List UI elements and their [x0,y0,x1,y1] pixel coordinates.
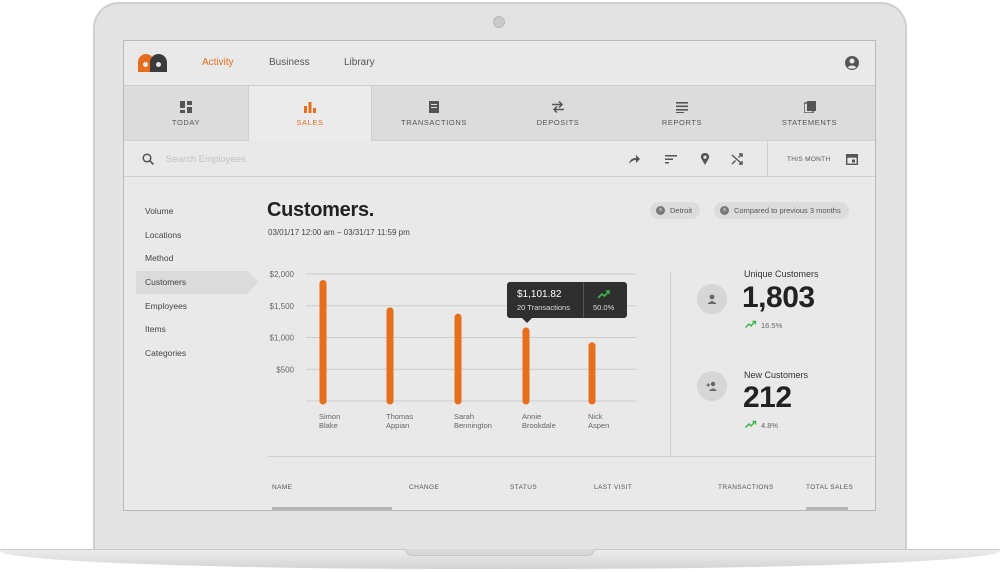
unique-customers-change: 16.5% [761,321,783,330]
trend-up-icon [745,420,757,428]
top-nav: Activity Business Library [124,41,875,85]
tooltip-value: $1,101.82 [517,289,562,300]
tab-label: DEPOSITS [536,118,580,127]
filter-chip-label: Compared to previous 3 months [734,206,841,215]
remove-filter-icon[interactable]: × [720,206,729,215]
nav-link-library[interactable]: Library [344,57,375,68]
laptop-notch [405,549,595,556]
x-tick-label: Brookdale [522,421,556,430]
column-header-last-visit[interactable]: LAST VISIT [594,484,633,491]
tab-label: TRANSACTIONS [401,118,467,127]
brand-logo[interactable] [138,53,168,73]
dashboard-icon [180,101,192,113]
section-tabs: TODAY SALES TRANSACTIONS DEPOSITS [124,85,875,141]
y-tick-label: $2,000 [270,270,295,279]
tab-deposits[interactable]: DEPOSITS [496,86,620,141]
sidebar-item-volume[interactable]: Volume [145,206,174,216]
location-pin-icon[interactable] [699,153,711,165]
camera-dot [493,16,505,28]
y-tick-label: $500 [276,365,294,374]
search-icon[interactable] [142,153,154,165]
table-row-cutoff [806,507,848,510]
unique-customers-label: Unique Customers [744,269,819,279]
documents-icon [803,101,816,113]
new-customers-label: New Customers [744,370,809,380]
tooltip-transactions: 20 Transactions [517,303,570,312]
list-icon [676,102,688,113]
new-customers-change: 4.8% [761,421,779,430]
x-tick-label: Simon [319,412,340,421]
trend-up-icon [597,290,610,299]
tab-statements[interactable]: STATEMENTS [744,86,875,141]
x-tick-label: Thomas [386,412,413,421]
add-user-icon [706,381,717,391]
column-header-transactions[interactable]: TRANSACTIONS [718,484,774,491]
tab-label: TODAY [171,118,201,127]
filter-chip-detroit[interactable]: × Detroit [650,202,701,219]
sidebar-item-items[interactable]: Items [145,324,166,334]
y-tick-label: $1,500 [270,302,295,311]
date-range: 03/01/17 12:00 am – 03/31/17 11:59 pm [268,228,410,237]
tab-label: REPORTS [661,118,703,127]
tooltip-change: 50.0% [593,303,615,312]
tooltip-divider [583,282,584,318]
filter-chip-comparison[interactable]: × Compared to previous 3 months [714,202,849,219]
period-selector[interactable]: THIS MONTH [787,156,831,163]
sidebar-item-employees[interactable]: Employees [145,301,188,311]
table-divider [268,456,875,457]
share-icon[interactable] [628,153,640,165]
table-row-cutoff [272,507,392,510]
tab-today[interactable]: TODAY [124,86,248,141]
unique-customers-value: 1,803 [742,281,815,314]
y-tick-label: $1,000 [270,334,295,343]
x-tick-label: Bennington [454,421,492,430]
tab-label: STATEMENTS [781,118,838,127]
remove-filter-icon[interactable]: × [656,206,665,215]
calendar-icon[interactable] [846,153,858,165]
tab-label: SALES [296,118,324,127]
sidebar-item-method[interactable]: Method [145,253,174,263]
stats-divider [670,271,671,456]
toolbar-divider [767,141,768,177]
swap-arrows-icon [552,101,564,113]
sidebar-item-customers[interactable]: Customers [136,271,258,294]
user-circle-icon[interactable] [844,55,860,71]
app-screen: Activity Business Library TODAY SALES [123,40,876,511]
tab-transactions[interactable]: TRANSACTIONS [372,86,496,141]
sidebar-item-locations[interactable]: Locations [145,230,182,240]
column-header-name[interactable]: NAME [272,484,293,491]
page-title: Customers. [267,199,375,221]
new-customers-value: 212 [743,381,792,414]
x-tick-label: Aspen [588,421,609,430]
shuffle-icon[interactable] [731,153,743,165]
x-tick-label: Blake [319,421,338,430]
bar-chart-icon [304,102,316,113]
stat-icon-circle [697,284,727,314]
search-input[interactable] [166,150,466,168]
x-tick-label: Nick [588,412,603,421]
column-header-total-sales[interactable]: TOTAL SALES [806,484,854,491]
x-tick-label: Annie [522,412,541,421]
stat-icon-circle [697,371,727,401]
filter-chip-label: Detroit [670,206,693,215]
x-tick-label: Sarah [454,412,474,421]
x-tick-label: Appian [386,421,409,430]
sort-icon[interactable] [665,153,677,165]
tab-sales[interactable]: SALES [248,86,372,141]
bar-tooltip: $1,101.82 20 Transactions 50.0% [507,282,627,323]
toolbar: THIS MONTH [124,141,875,177]
nav-link-business[interactable]: Business [269,57,310,68]
trend-up-icon [745,320,757,328]
column-header-status[interactable]: STATUS [510,484,538,491]
nav-link-activity[interactable]: Activity [202,57,234,68]
tab-reports[interactable]: REPORTS [620,86,744,141]
column-header-change[interactable]: CHANGE [409,484,440,491]
user-icon [707,294,717,304]
sidebar-item-categories[interactable]: Categories [145,348,187,358]
receipt-icon [429,101,439,113]
